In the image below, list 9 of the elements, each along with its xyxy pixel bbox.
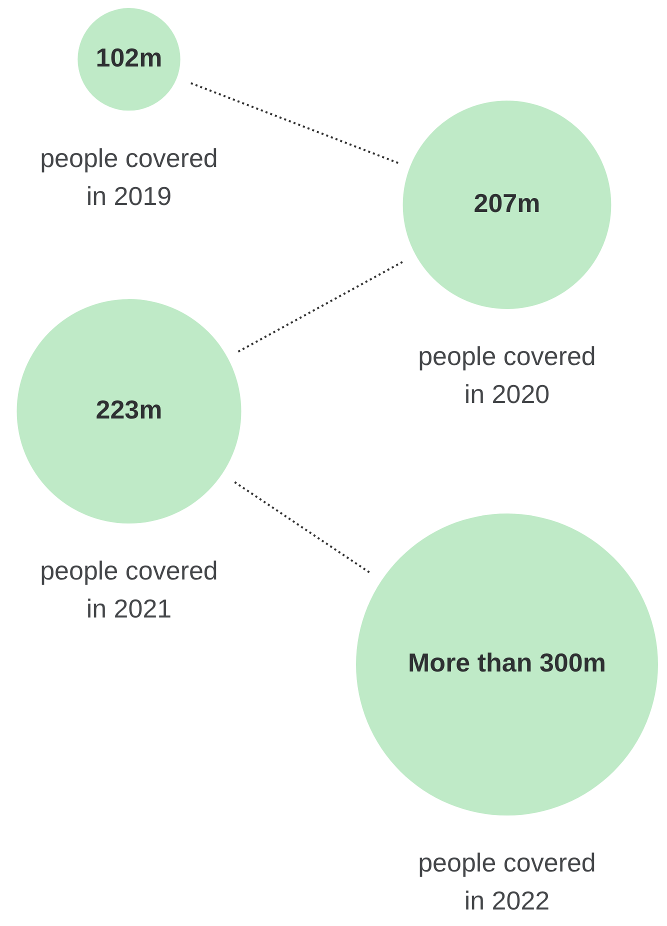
- text: More than: [408, 648, 532, 678]
- data-label: 223m: [96, 394, 162, 424]
- category-label: people covered in 2020: [418, 341, 596, 410]
- category-label: people covered in 2019: [40, 142, 218, 211]
- data-label: 300m: [539, 648, 606, 678]
- category-label: people covered in 2022: [418, 848, 596, 916]
- category-label: people covered in 2021: [40, 556, 218, 624]
- data-label: 207m: [474, 188, 540, 218]
- data-label: 102m: [96, 42, 162, 73]
